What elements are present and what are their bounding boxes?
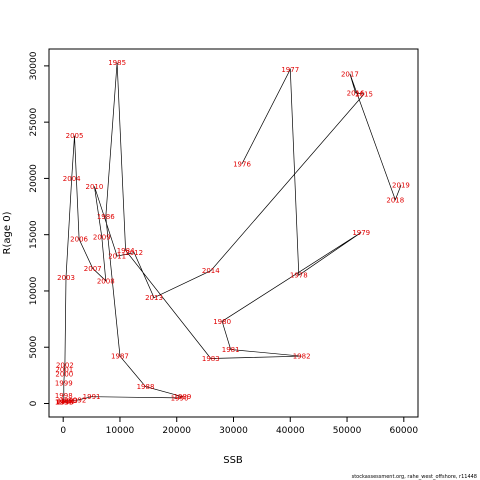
y-axis: 0 5000 10000 15000 20000 25000 30000	[29, 51, 50, 406]
year-label: 2014	[202, 267, 220, 275]
y-tick-label: 20000	[29, 164, 39, 193]
year-label: 1989	[173, 393, 191, 401]
year-label: 1976	[233, 160, 251, 168]
year-label: 2002	[56, 362, 74, 370]
year-label: 1995	[56, 398, 74, 406]
point-labels: 1976 1977 1978 1979 1980 1981 1982 1983 1984 1985…	[55, 59, 410, 406]
year-label: 2010	[86, 183, 104, 191]
year-label: 2016	[347, 89, 365, 97]
series-path	[63, 62, 402, 403]
year-label: 1991	[83, 393, 101, 401]
year-label: 1984	[117, 247, 135, 255]
year-label: 2009	[93, 233, 111, 241]
year-label: 2001	[55, 366, 73, 374]
year-label: 2005	[66, 132, 84, 140]
y-axis-label: R(age 0)	[2, 211, 13, 254]
y-tick-label: 30000	[29, 51, 39, 80]
year-label: 1990	[171, 394, 189, 402]
year-label: 2018	[386, 196, 404, 204]
year-label: 2017	[341, 70, 359, 78]
year-label: 2013	[145, 294, 163, 302]
year-label: 1987	[111, 353, 129, 361]
year-label: 1979	[352, 229, 370, 237]
year-label: 1978	[290, 272, 308, 280]
x-axis-label: SSB	[223, 455, 243, 466]
year-label: 1992	[68, 397, 86, 405]
x-tick-label: 30000	[219, 426, 248, 436]
y-tick-label: 10000	[29, 276, 39, 305]
year-label: 2008	[97, 277, 115, 285]
year-label: 1998	[55, 392, 73, 400]
y-tick-label: 15000	[29, 220, 39, 249]
x-tick-label: 60000	[389, 426, 418, 436]
x-tick-label: 40000	[276, 426, 305, 436]
y-tick-label: 0	[29, 400, 39, 406]
year-label: 2003	[57, 274, 75, 282]
y-tick-label: 5000	[29, 336, 39, 359]
year-label: 2007	[84, 265, 102, 273]
year-label: 1997	[55, 398, 73, 406]
year-label: 2019	[392, 182, 410, 190]
year-label: 2004	[63, 175, 81, 183]
x-tick-label: 50000	[333, 426, 362, 436]
year-label: 2006	[70, 236, 88, 244]
year-label: 1981	[222, 346, 240, 354]
x-tick-label: 10000	[106, 426, 135, 436]
year-label: 1977	[281, 66, 299, 74]
year-label: 1983	[202, 355, 220, 363]
y-tick-label: 25000	[29, 108, 39, 137]
year-label: 2000	[55, 371, 73, 379]
year-label: 1985	[108, 59, 126, 67]
year-label: 1994	[57, 398, 75, 406]
year-label: 1996	[55, 398, 73, 406]
year-label: 2015	[355, 91, 373, 99]
x-tick-label: 0	[60, 426, 66, 436]
year-label: 1986	[97, 213, 115, 221]
year-label: 1999	[55, 380, 73, 388]
footnote: stockassessment.org, rahe_west_offshore,…	[352, 474, 477, 480]
year-label: 2011	[108, 253, 126, 261]
x-axis: 0 10000 20000 30000 40000 50000 60000	[60, 416, 418, 436]
year-label: 1980	[213, 318, 231, 326]
year-label: 1988	[137, 383, 155, 391]
year-label: 1993	[60, 397, 78, 405]
year-label: 2012	[125, 249, 143, 257]
x-tick-label: 20000	[162, 426, 191, 436]
year-label: 1982	[293, 353, 311, 361]
